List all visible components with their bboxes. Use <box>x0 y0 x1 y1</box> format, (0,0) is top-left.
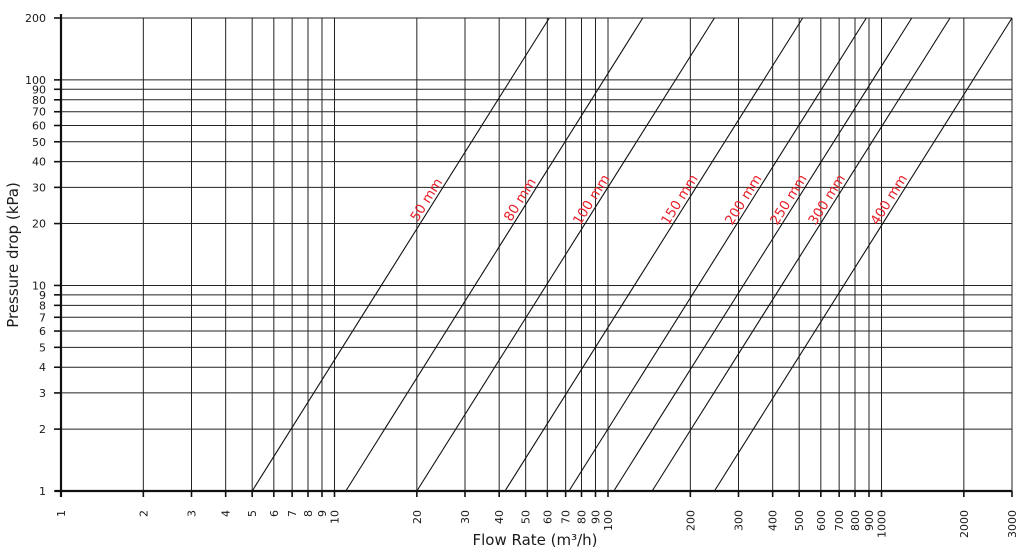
x-axis-title: Flow Rate (m³/h) <box>472 531 597 549</box>
x-tick-label: 3000 <box>1006 510 1019 538</box>
x-tick-label: 100 <box>602 510 615 531</box>
x-tick-label: 500 <box>793 510 806 531</box>
series-line-400-mm <box>713 17 1013 492</box>
series-label: 400 mm <box>868 172 912 228</box>
y-tick-label: 200 <box>25 12 46 25</box>
x-tick-label: 40 <box>493 510 506 524</box>
x-tick-label: 700 <box>833 510 846 531</box>
y-tick-label: 100 <box>25 74 46 87</box>
x-tick-label: 4 <box>220 510 233 517</box>
x-tick-label: 1 <box>55 510 68 517</box>
x-tick-label: 9 <box>316 510 329 517</box>
x-tick-label: 20 <box>411 510 424 524</box>
series-lines <box>251 17 1013 492</box>
series-line-250-mm <box>613 17 913 492</box>
y-tick-label: 9 <box>39 289 46 302</box>
y-tick-label: 40 <box>32 156 46 169</box>
series-line-50-mm <box>251 17 550 492</box>
x-tick-label: 30 <box>459 510 472 524</box>
series-line-100-mm <box>416 17 715 492</box>
y-tick-label: 8 <box>39 299 46 312</box>
y-gridlines <box>61 17 1012 430</box>
x-tick-label: 1000 <box>876 510 889 538</box>
x-tick-label: 10 <box>329 510 342 524</box>
series-line-150-mm <box>504 17 804 492</box>
y-tick-label: 90 <box>32 83 46 96</box>
y-axis-title: Pressure drop (kPa) <box>4 182 22 328</box>
x-tick-label: 5 <box>246 510 259 517</box>
y-tick-label: 2 <box>39 423 46 436</box>
x-tick-label: 50 <box>520 510 533 524</box>
series-label: 300 mm <box>805 172 849 228</box>
y-tick-label: 5 <box>39 341 46 354</box>
series-line-80-mm <box>345 17 644 492</box>
y-tick-label: 20 <box>32 218 46 231</box>
x-tick-label: 7 <box>286 510 299 517</box>
x-tick-label: 60 <box>541 510 554 524</box>
y-tick-label: 50 <box>32 136 46 149</box>
series-line-300-mm <box>651 17 951 492</box>
x-tick-label: 300 <box>732 510 745 531</box>
x-tick-label: 80 <box>575 510 588 524</box>
series-label: 250 mm <box>767 172 811 228</box>
series-label: 50 mm <box>407 175 446 224</box>
y-tick-label: 10 <box>32 279 46 292</box>
series-line-200-mm <box>568 17 867 492</box>
x-tick-label: 3 <box>185 510 198 517</box>
x-tick-label: 2 <box>137 510 150 517</box>
series-label: 150 mm <box>658 172 702 228</box>
y-tick-label: 80 <box>32 94 46 107</box>
y-tick-label: 30 <box>32 181 46 194</box>
x-tick-label: 2000 <box>958 510 971 538</box>
y-tick-label: 60 <box>32 119 46 132</box>
x-tick-label: 6 <box>268 510 281 517</box>
y-tick-label: 4 <box>39 361 46 374</box>
x-tick-label: 800 <box>849 510 862 531</box>
x-tick-label: 8 <box>302 510 315 517</box>
x-tick-label: 400 <box>767 510 780 531</box>
series-label: 100 mm <box>570 172 614 228</box>
axes <box>54 14 1013 497</box>
y-tick-label: 3 <box>39 387 46 400</box>
x-tick-label: 900 <box>863 510 876 531</box>
series-label: 200 mm <box>722 172 766 228</box>
y-tick-label: 1 <box>39 485 46 498</box>
y-tick-label: 70 <box>32 106 46 119</box>
y-tick-label: 6 <box>39 325 46 338</box>
series-label: 80 mm <box>501 175 540 224</box>
x-tick-label: 600 <box>815 510 828 531</box>
y-tick-label: 7 <box>39 311 46 324</box>
x-tick-label: 200 <box>684 510 697 531</box>
x-tick-label: 90 <box>589 510 602 524</box>
x-tick-label: 70 <box>560 510 573 524</box>
x-tick-labels: 1 2 3 4 5 6 7 8 9 10 20 30 40 50 60 70 80 90 100 200 300 400 5… <box>55 510 1019 538</box>
